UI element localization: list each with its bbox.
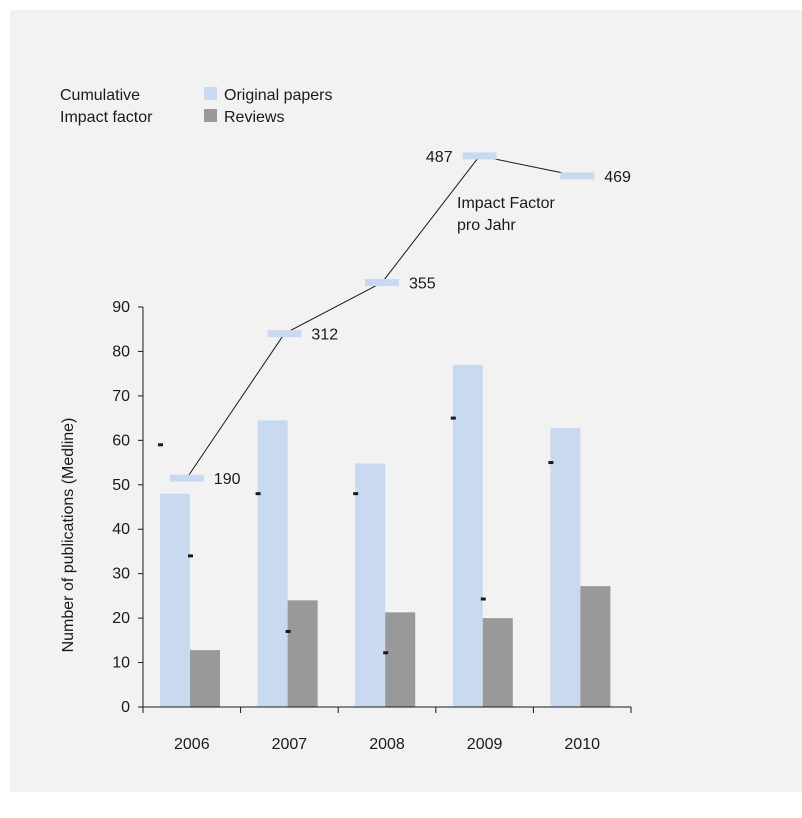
bar-reviews-2007 <box>287 600 318 707</box>
y-tick-label-80: 80 <box>112 343 130 360</box>
y-tick-label-50: 50 <box>112 477 130 494</box>
bar-reviews-2008 <box>385 612 416 707</box>
impact-factor-dash-2007 <box>255 492 261 496</box>
legend-label-reviews: Reviews <box>224 109 284 126</box>
y-tick-label-40: 40 <box>112 521 130 538</box>
cumulative-label-2010: 469 <box>604 169 631 186</box>
bar-reviews-2006 <box>190 650 220 707</box>
bar-original-papers-2008 <box>355 463 386 707</box>
impact-factor-dash-2009 <box>450 416 456 420</box>
cumulative-label-2009: 487 <box>426 149 453 166</box>
impact-factor-label-line2: pro Jahr <box>457 217 516 234</box>
cumulative-impact-line-layer: 190 312 355 487 469 <box>169 149 631 488</box>
bar-original-papers-2006 <box>160 493 190 707</box>
legend-swatch-reviews <box>204 109 217 122</box>
impact-factor-dash-2010 <box>548 461 554 465</box>
reviews-dash-2009 <box>480 597 486 601</box>
reviews-dash-2007 <box>285 629 291 633</box>
impact-factor-dash-2006 <box>158 443 163 447</box>
legend-title-line1: Cumulative <box>60 87 140 104</box>
y-tick-label-10: 10 <box>112 655 130 672</box>
impact-factor-dash-2008 <box>353 492 359 496</box>
cumulative-marker-2009 <box>462 152 497 160</box>
cumulative-marker-2006 <box>169 474 204 482</box>
bar-original-papers-2010 <box>550 427 581 707</box>
legend-swatch-original-papers <box>204 87 217 100</box>
x-tick-label-2007: 2007 <box>272 736 308 753</box>
legend-label-original-papers: Original papers <box>224 87 333 104</box>
y-tick-label-70: 70 <box>112 388 130 405</box>
x-tick-label-2010: 2010 <box>564 736 600 753</box>
y-tick-label-0: 0 <box>121 699 130 716</box>
x-tick-label-2008: 2008 <box>369 736 405 753</box>
y-tick-label-90: 90 <box>112 299 130 316</box>
bar-original-papers-2007 <box>257 420 288 707</box>
x-tick-label-2009: 2009 <box>467 736 503 753</box>
legend: Cumulative Impact factor Original papers… <box>60 87 333 126</box>
y-axis-title: Number of publications (Medline) <box>60 418 77 653</box>
cumulative-label-2006: 190 <box>214 471 241 488</box>
impact-factor-label-line1: Impact Factor <box>457 195 555 212</box>
cumulative-label-2007: 312 <box>311 327 338 344</box>
y-tick-label-30: 30 <box>112 566 130 583</box>
impact-factor-dashes-layer <box>158 416 554 655</box>
reviews-dash-2006 <box>188 554 193 558</box>
axes-layer: 2006 2007 2008 2009 2010 0 10 20 30 40 50 60 70 80 90 <box>112 299 632 753</box>
bars-layer <box>160 364 611 707</box>
reviews-dash-2008 <box>383 651 389 655</box>
bar-original-papers-2009 <box>452 364 483 707</box>
bar-reviews-2009 <box>482 618 513 707</box>
y-tick-label-20: 20 <box>112 610 130 627</box>
cumulative-label-2008: 355 <box>409 276 436 293</box>
chart-panel: 190 312 355 487 469 2006 2007 2008 2009 2010 0 10 2… <box>10 10 802 792</box>
cumulative-marker-2010 <box>560 172 595 180</box>
cumulative-marker-2007 <box>267 330 302 338</box>
x-tick-label-2006: 2006 <box>174 736 210 753</box>
bar-reviews-2010 <box>580 586 611 707</box>
legend-title-line2: Impact factor <box>60 109 153 126</box>
y-tick-label-60: 60 <box>112 432 130 449</box>
cumulative-marker-2008 <box>365 279 399 287</box>
